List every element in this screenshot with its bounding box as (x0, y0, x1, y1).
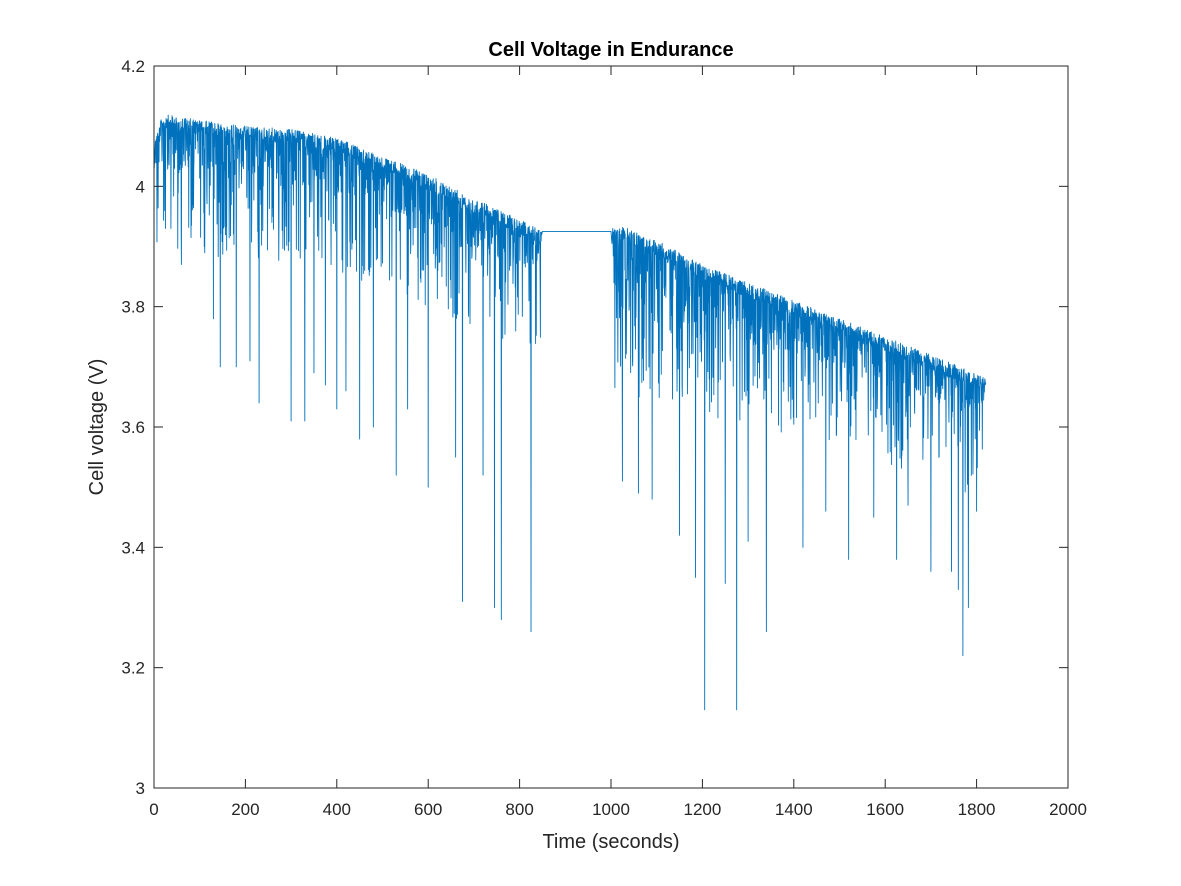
y-axis-label: Cell voltage (V) (86, 359, 108, 496)
x-tick-label: 800 (505, 800, 533, 819)
x-tick-label: 600 (414, 800, 442, 819)
y-tick-label: 3 (136, 779, 145, 798)
x-tick-label: 1000 (592, 800, 630, 819)
data-layer (153, 114, 987, 711)
y-tick-label: 4 (136, 177, 145, 196)
y-tick-label: 3.8 (121, 298, 145, 317)
x-tick-label: 400 (323, 800, 351, 819)
x-tick-label: 0 (149, 800, 158, 819)
y-tick-label: 3.4 (121, 538, 145, 557)
x-axis-ticks: 0 200 400 600 800 1000 1200 1400 1600 1800 2000 (149, 66, 1087, 819)
x-tick-label: 1800 (958, 800, 996, 819)
x-tick-label: 2000 (1049, 800, 1087, 819)
x-tick-label: 1400 (775, 800, 813, 819)
chart-title: Cell Voltage in Endurance (488, 39, 733, 61)
y-axis-ticks: 3 3.2 3.4 3.6 3.8 4 4.2 (121, 57, 1068, 798)
x-tick-label: 1600 (866, 800, 904, 819)
x-tick-label: 200 (231, 800, 259, 819)
x-tick-label: 1200 (683, 800, 721, 819)
y-tick-label: 3.2 (121, 659, 145, 678)
y-tick-label: 3.6 (121, 418, 145, 437)
x-axis-label: Time (seconds) (542, 831, 679, 853)
y-tick-label: 4.2 (121, 57, 145, 76)
voltage-series-line (153, 114, 987, 711)
